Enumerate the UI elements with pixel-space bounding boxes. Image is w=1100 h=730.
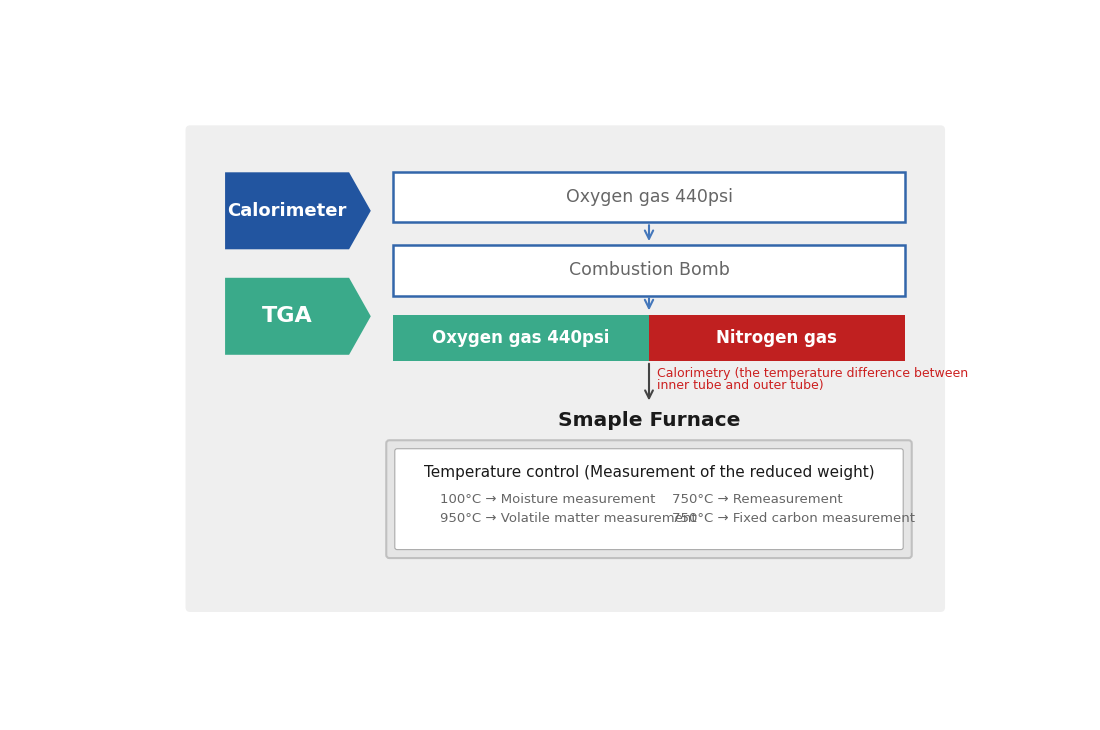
Text: 750°C → Fixed carbon measurement: 750°C → Fixed carbon measurement (672, 512, 915, 525)
Bar (394, 172, 904, 223)
Text: Smaple Furnace: Smaple Furnace (558, 411, 740, 430)
Text: Calorimetry (the temperature difference between: Calorimetry (the temperature difference … (657, 367, 968, 380)
Text: Temperature control (Measurement of the reduced weight): Temperature control (Measurement of the … (424, 465, 874, 480)
Text: TGA: TGA (262, 307, 312, 326)
Polygon shape (226, 172, 371, 250)
Text: 100°C → Moisture measurement: 100°C → Moisture measurement (440, 493, 656, 506)
Text: inner tube and outer tube): inner tube and outer tube) (657, 380, 824, 393)
Text: Oxygen gas 440psi: Oxygen gas 440psi (432, 328, 609, 347)
Text: Oxygen gas 440psi: Oxygen gas 440psi (565, 188, 733, 207)
Text: 950°C → Volatile matter measurement: 950°C → Volatile matter measurement (440, 512, 696, 525)
Polygon shape (226, 278, 371, 355)
Text: Combustion Bomb: Combustion Bomb (569, 261, 729, 280)
Bar (394, 315, 649, 361)
Text: Calorimeter: Calorimeter (228, 201, 346, 220)
Bar (649, 315, 904, 361)
Bar (394, 245, 904, 296)
Text: 750°C → Remeasurement: 750°C → Remeasurement (672, 493, 843, 506)
FancyBboxPatch shape (386, 440, 912, 558)
FancyBboxPatch shape (186, 126, 945, 612)
Text: Nitrogen gas: Nitrogen gas (716, 328, 837, 347)
FancyBboxPatch shape (395, 449, 903, 550)
